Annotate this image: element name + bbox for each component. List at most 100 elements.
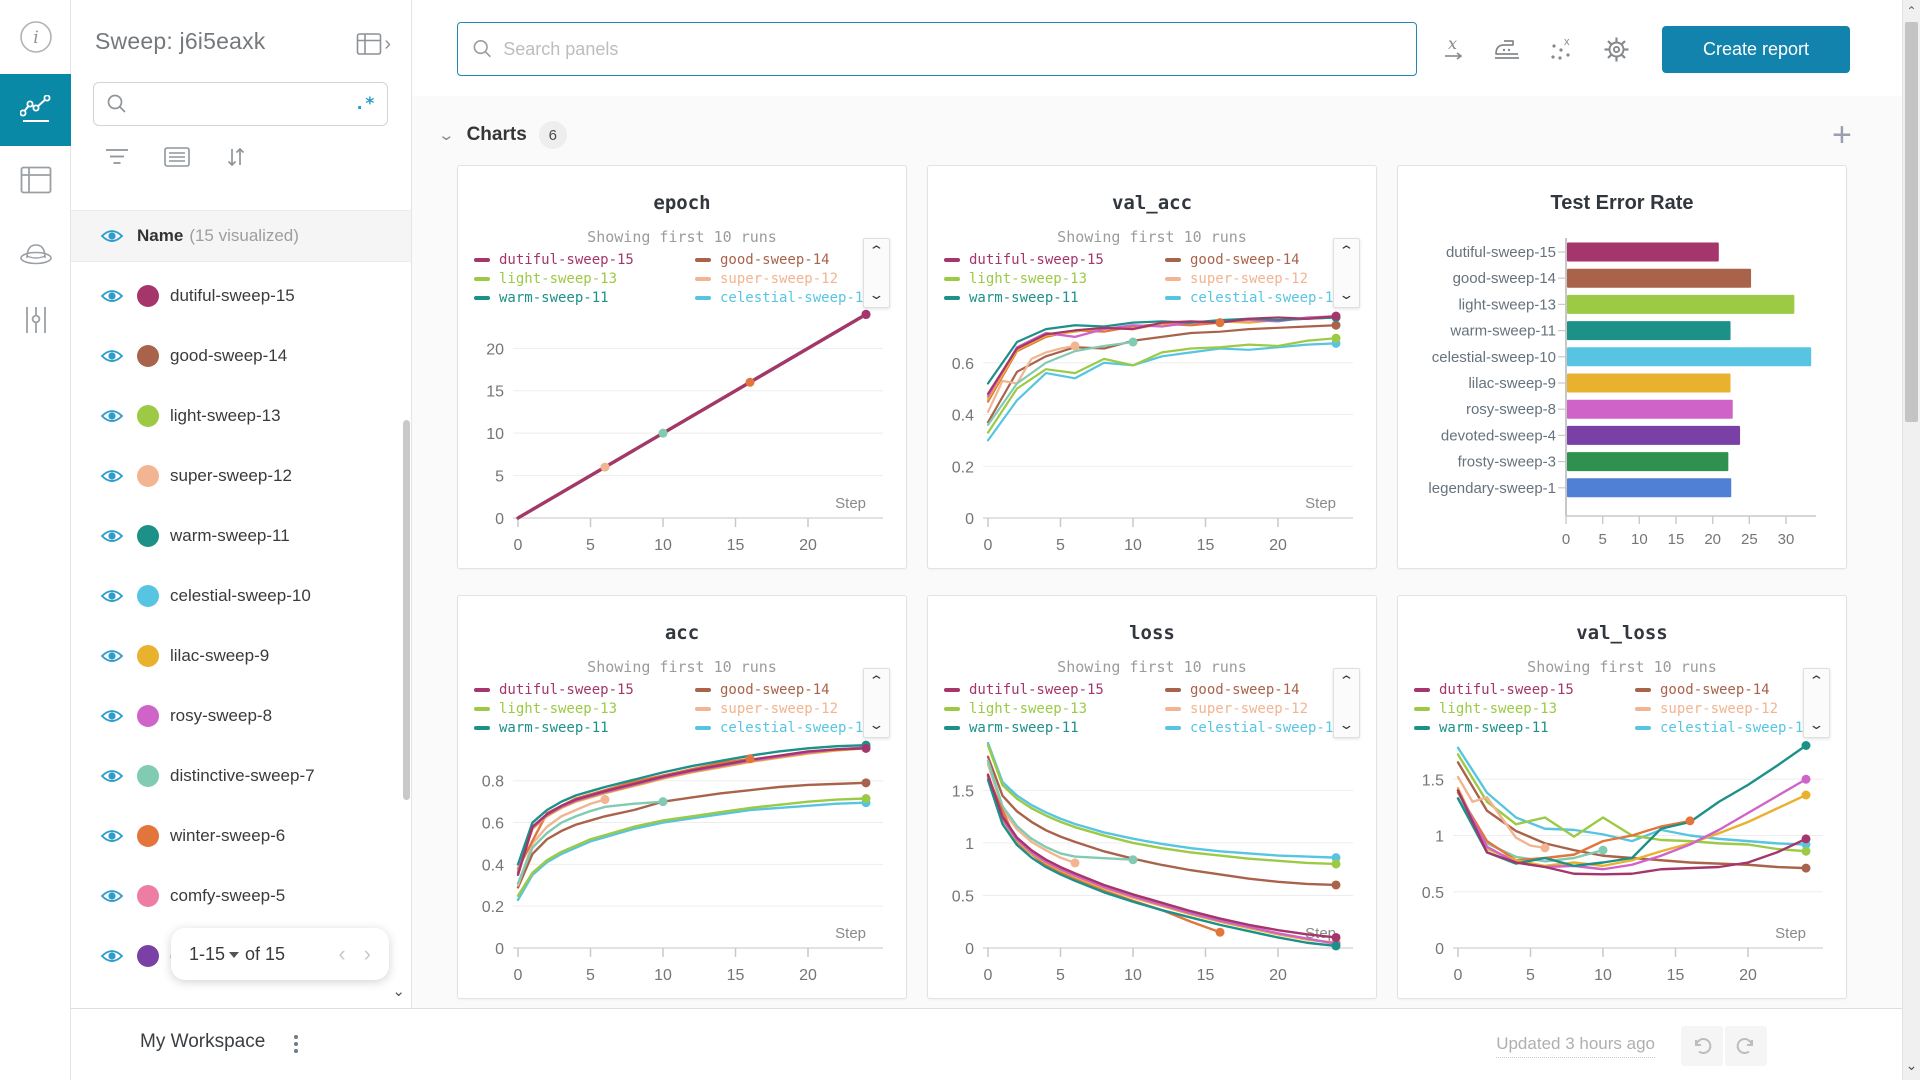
scroll-down-icon[interactable]: ⌄ <box>868 717 885 732</box>
next-page-button[interactable]: › <box>363 941 371 966</box>
run-name[interactable]: good-sweep-14 <box>170 346 288 365</box>
legend-entry[interactable]: warm-sweep-11 <box>944 720 1139 736</box>
run-row[interactable]: winter-sweep-6 <box>71 806 411 866</box>
run-name[interactable]: comfy-sweep-5 <box>170 886 286 905</box>
bar-devoted-sweep-4[interactable] <box>1567 425 1741 445</box>
legend-entry[interactable]: warm-sweep-11 <box>474 290 669 306</box>
legend-entry[interactable]: good-sweep-14 <box>1165 252 1360 268</box>
workspace-name[interactable]: My Workspace <box>140 1031 266 1052</box>
visibility-eye-icon[interactable] <box>100 227 124 245</box>
run-row[interactable]: lilac-sweep-9 <box>71 626 411 686</box>
run-row[interactable]: celestial-sweep-10 <box>71 566 411 626</box>
sidebar-scrollbar-thumb[interactable] <box>403 420 410 800</box>
smoothing-iron-icon[interactable] <box>1492 34 1522 64</box>
visibility-eye-icon[interactable] <box>100 767 124 785</box>
visibility-eye-icon[interactable] <box>100 707 124 725</box>
legend-entry[interactable]: super-sweep-12 <box>1165 701 1360 717</box>
scroll-up-icon[interactable]: ⌃ <box>1906 4 1917 18</box>
chart-panel-loss[interactable]: loss 0 0.5 1 1.5 0 5 10 15 20 Step Showing first 10… <box>927 595 1377 999</box>
legend-entry[interactable]: celestial-sweep-10 <box>1165 720 1360 736</box>
bar-good-sweep-14[interactable] <box>1567 268 1752 288</box>
run-name[interactable]: winter-sweep-6 <box>170 826 286 845</box>
expand-table-button[interactable]: › <box>356 32 391 56</box>
bar-warm-sweep-11[interactable] <box>1567 321 1731 341</box>
chart-panel-epoch[interactable]: epoch 0 5 10 15 20 0 5 10 15 20 Step Showing first 1… <box>457 165 907 569</box>
visibility-eye-icon[interactable] <box>100 947 124 965</box>
scroll-up-icon[interactable]: ⌃ <box>1338 673 1355 688</box>
visibility-eye-icon[interactable] <box>100 527 124 545</box>
visibility-eye-icon[interactable] <box>100 887 124 905</box>
info-icon[interactable]: i <box>0 19 71 55</box>
scroll-up-icon[interactable]: ⌃ <box>868 673 885 688</box>
scroll-down-icon[interactable]: ⌄ <box>1905 1057 1918 1073</box>
page-scrollbar[interactable]: ⌃ ⌄ <box>1902 0 1920 1080</box>
run-name[interactable]: super-sweep-12 <box>170 466 292 485</box>
outliers-icon[interactable]: x <box>1546 34 1576 64</box>
legend-entry[interactable]: good-sweep-14 <box>695 252 890 268</box>
run-row[interactable]: rosy-sweep-8 <box>71 686 411 746</box>
legend-entry[interactable]: dutiful-sweep-15 <box>474 252 669 268</box>
chart-panel-Test Error Rate[interactable]: Test Error Rate 0 5 10 15 20 25 30 dutiful-sweep… <box>1397 165 1847 569</box>
legend-entry[interactable]: celestial-sweep-10 <box>1165 290 1360 306</box>
run-name[interactable]: distinctive-sweep-7 <box>170 766 315 785</box>
workspace-menu-kebab-icon[interactable] <box>287 1029 305 1059</box>
regex-toggle[interactable]: .* <box>354 94 375 114</box>
run-search-box[interactable]: .* <box>93 82 388 126</box>
visibility-eye-icon[interactable] <box>100 347 124 365</box>
workspace-charts-tab[interactable] <box>0 74 71 146</box>
legend-entry[interactable]: dutiful-sweep-15 <box>474 682 669 698</box>
run-row[interactable]: distinctive-sweep-7 <box>71 746 411 806</box>
legend-entry[interactable]: dutiful-sweep-15 <box>944 252 1139 268</box>
x-axis-settings-icon[interactable]: x <box>1438 34 1468 64</box>
scroll-up-icon[interactable]: ⌃ <box>868 243 885 258</box>
visibility-eye-icon[interactable] <box>100 647 124 665</box>
legend-entry[interactable]: super-sweep-12 <box>695 271 890 287</box>
legend-entry[interactable]: super-sweep-12 <box>1165 271 1360 287</box>
redo-button[interactable] <box>1725 1026 1767 1066</box>
legend-entry[interactable]: light-sweep-13 <box>1414 701 1609 717</box>
bar-light-sweep-13[interactable] <box>1567 294 1795 314</box>
run-name[interactable]: celestial-sweep-10 <box>170 586 311 605</box>
legend-entry[interactable]: light-sweep-13 <box>474 701 669 717</box>
sort-icon[interactable] <box>225 146 247 173</box>
legend-entry[interactable]: dutiful-sweep-15 <box>1414 682 1609 698</box>
page-range-dropdown[interactable]: 1-15 <box>189 943 226 964</box>
legend-scroll-control[interactable]: ⌃ ⌄ <box>863 668 890 738</box>
chart-panel-acc[interactable]: acc 0 0.2 0.4 0.6 0.8 0 5 10 15 20 Step Showing firs… <box>457 595 907 999</box>
scroll-down-icon[interactable]: ⌄ <box>868 287 885 302</box>
create-report-button[interactable]: Create report <box>1662 26 1850 73</box>
legend-entry[interactable]: good-sweep-14 <box>1165 682 1360 698</box>
legend-scroll-control[interactable]: ⌃ ⌄ <box>1803 668 1830 738</box>
controls-sliders-icon[interactable] <box>0 302 71 338</box>
visibility-eye-icon[interactable] <box>100 587 124 605</box>
chart-panel-val_acc[interactable]: val_acc 0 0.2 0.4 0.6 0 5 10 15 20 Step Showing fir… <box>927 165 1377 569</box>
run-row[interactable]: good-sweep-14 <box>71 326 411 386</box>
filter-icon[interactable] <box>105 148 129 171</box>
run-name[interactable]: lilac-sweep-9 <box>170 646 270 665</box>
undo-button[interactable] <box>1681 1026 1723 1066</box>
legend-entry[interactable]: super-sweep-12 <box>1635 701 1830 717</box>
bar-rosy-sweep-8[interactable] <box>1567 399 1733 419</box>
section-title[interactable]: Charts <box>466 124 527 145</box>
run-row[interactable]: dutiful-sweep-15 <box>71 266 411 326</box>
bar-lilac-sweep-9[interactable] <box>1567 373 1731 393</box>
legend-entry[interactable]: dutiful-sweep-15 <box>944 682 1139 698</box>
scroll-down-icon[interactable]: ⌄ <box>1338 717 1355 732</box>
legend-entry[interactable]: celestial-sweep-10 <box>695 720 890 736</box>
run-row[interactable]: super-sweep-12 <box>71 446 411 506</box>
chevron-down-icon[interactable]: ⌄ <box>437 127 456 144</box>
prev-page-button[interactable]: ‹ <box>338 941 346 966</box>
legend-entry[interactable]: warm-sweep-11 <box>944 290 1139 306</box>
scrollbar-thumb[interactable] <box>1905 22 1918 422</box>
legend-entry[interactable]: light-sweep-13 <box>944 271 1139 287</box>
bar-frosty-sweep-3[interactable] <box>1567 452 1729 472</box>
bar-legendary-sweep-1[interactable] <box>1567 478 1732 498</box>
legend-entry[interactable]: warm-sweep-11 <box>1414 720 1609 736</box>
legend-entry[interactable]: light-sweep-13 <box>944 701 1139 717</box>
run-name[interactable]: dutiful-sweep-15 <box>170 286 295 305</box>
group-list-icon[interactable] <box>164 147 190 172</box>
legend-entry[interactable]: good-sweep-14 <box>695 682 890 698</box>
run-name[interactable]: rosy-sweep-8 <box>170 706 273 725</box>
visibility-eye-icon[interactable] <box>100 287 124 305</box>
legend-entry[interactable]: celestial-sweep-10 <box>1635 720 1830 736</box>
